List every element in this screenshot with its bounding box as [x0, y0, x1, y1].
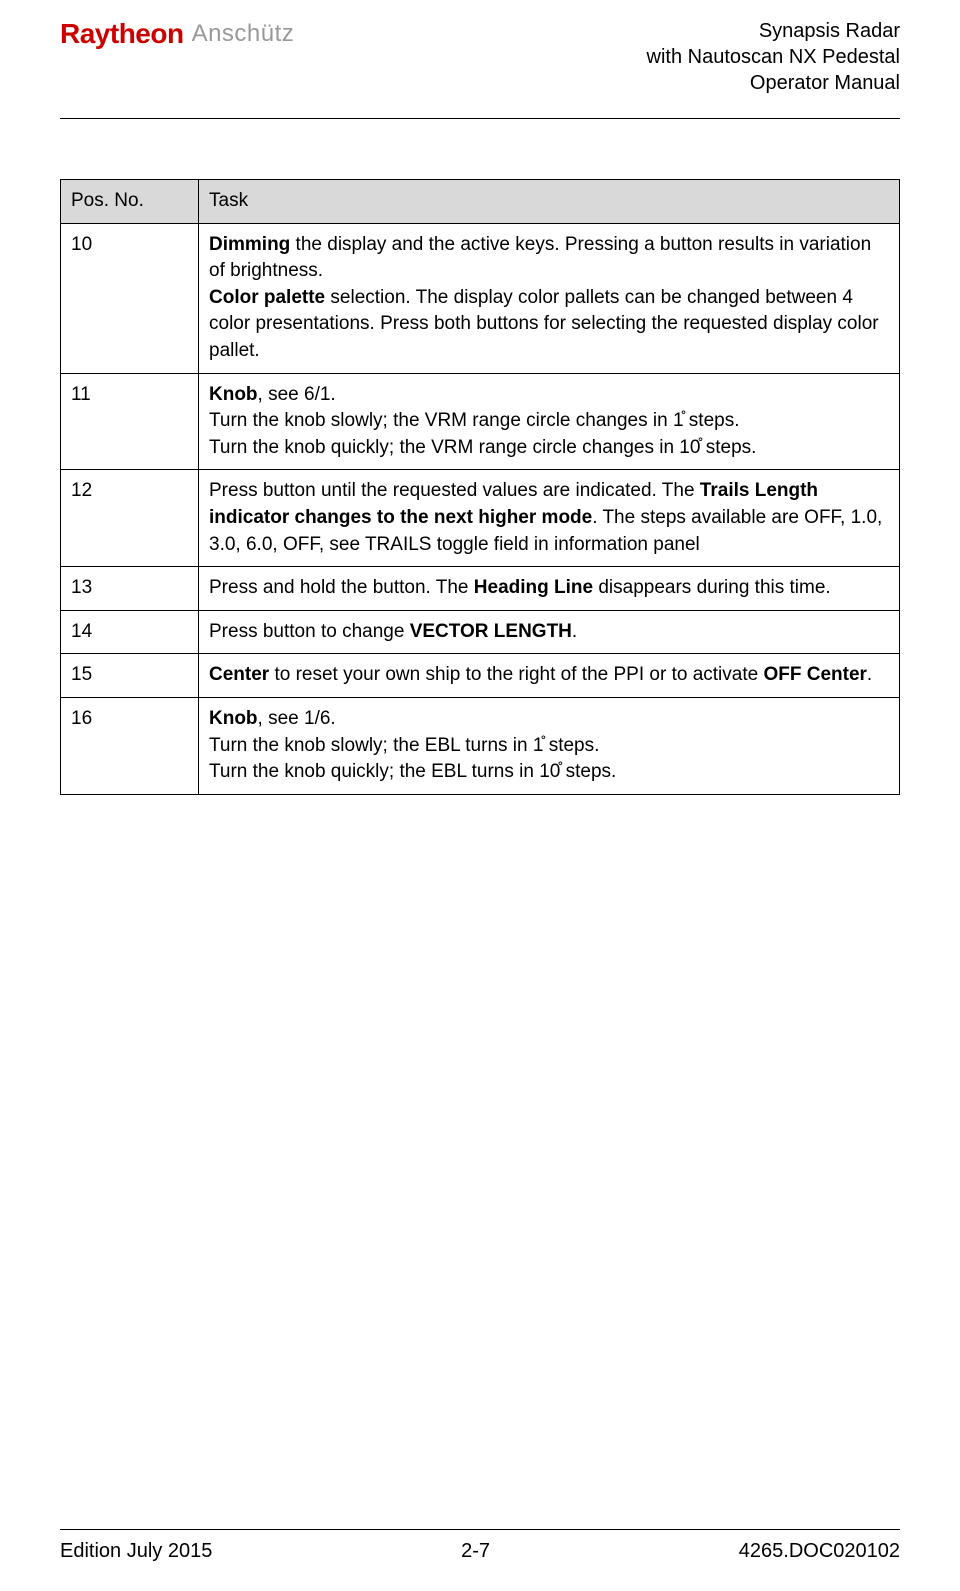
table-row: 11Knob, see 6/1.Turn the knob slowly; th… — [61, 373, 900, 470]
logo-anschutz: Anschütz — [192, 20, 295, 48]
logo-raytheon: Raytheon — [60, 18, 184, 50]
footer-row: Edition July 2015 2-7 4265.DOC020102 — [60, 1540, 900, 1563]
table-row: 13Press and hold the button. The Heading… — [61, 567, 900, 611]
table-cell-task: Press button to change VECTOR LENGTH. — [199, 610, 900, 654]
footer-doc: 4265.DOC020102 — [739, 1540, 900, 1563]
table-cell-pos: 16 — [61, 697, 199, 794]
table-row: 10Dimming the display and the active key… — [61, 223, 900, 373]
table-header-row: Pos. No. Task — [61, 180, 900, 224]
footer-edition: Edition July 2015 — [60, 1540, 212, 1563]
task-table: Pos. No. Task 10Dimming the display and … — [60, 179, 900, 795]
table-cell-pos: 15 — [61, 654, 199, 698]
page-header: Raytheon Anschütz Synapsis Radar with Na… — [60, 18, 900, 110]
table-row: 14Press button to change VECTOR LENGTH. — [61, 610, 900, 654]
table-cell-pos: 14 — [61, 610, 199, 654]
content: Pos. No. Task 10Dimming the display and … — [60, 119, 900, 795]
table-row: 12Press button until the requested value… — [61, 470, 900, 567]
logo: Raytheon Anschütz — [60, 18, 294, 50]
footer-divider — [60, 1529, 900, 1530]
table-cell-task: Press button until the requested values … — [199, 470, 900, 567]
header-title: Synapsis Radar with Nautoscan NX Pedesta… — [647, 18, 900, 96]
header-title-line2: with Nautoscan NX Pedestal — [647, 44, 900, 70]
table-header-task: Task — [199, 180, 900, 224]
page: Raytheon Anschütz Synapsis Radar with Na… — [0, 0, 960, 1591]
table-cell-task: Dimming the display and the active keys.… — [199, 223, 900, 373]
footer-page: 2-7 — [461, 1540, 490, 1563]
table-cell-task: Knob, see 1/6.Turn the knob slowly; the … — [199, 697, 900, 794]
table-header-pos: Pos. No. — [61, 180, 199, 224]
table-cell-pos: 10 — [61, 223, 199, 373]
table-cell-task: Center to reset your own ship to the rig… — [199, 654, 900, 698]
table-cell-task: Press and hold the button. The Heading L… — [199, 567, 900, 611]
table-row: 15Center to reset your own ship to the r… — [61, 654, 900, 698]
header-title-line1: Synapsis Radar — [647, 18, 900, 44]
table-cell-task: Knob, see 6/1.Turn the knob slowly; the … — [199, 373, 900, 470]
table-cell-pos: 12 — [61, 470, 199, 567]
header-title-line3: Operator Manual — [647, 70, 900, 96]
page-footer: Edition July 2015 2-7 4265.DOC020102 — [60, 1529, 900, 1563]
table-cell-pos: 13 — [61, 567, 199, 611]
table-row: 16Knob, see 1/6.Turn the knob slowly; th… — [61, 697, 900, 794]
table-cell-pos: 11 — [61, 373, 199, 470]
table-body: 10Dimming the display and the active key… — [61, 223, 900, 794]
